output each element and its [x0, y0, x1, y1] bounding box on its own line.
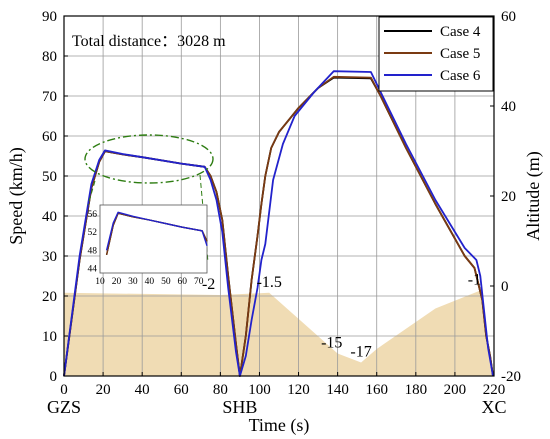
y2-axis-ticks: -20 0 20 40 60: [490, 9, 521, 385]
station-label: GZS: [47, 397, 81, 417]
y2-tick-label: 20: [501, 189, 516, 205]
legend: Case 4 Case 5 Case 6: [378, 16, 494, 92]
legend-label: Case 5: [440, 46, 480, 62]
inset-y-ticks: 44 48 52 56: [88, 210, 98, 274]
x-axis-title: Time (s): [249, 415, 310, 436]
y2-tick-label: 60: [501, 9, 516, 25]
legend-label: Case 6: [440, 68, 481, 84]
inset-x-tick-label: 30: [128, 277, 138, 287]
inset-x-tick-label: 20: [112, 277, 122, 287]
legend-label: Case 4: [440, 24, 481, 40]
altitude-label: -1: [468, 272, 481, 289]
x-tick-label: 80: [213, 382, 228, 398]
inset-frame: [99, 204, 208, 274]
altitude-label: -17: [350, 344, 371, 361]
x-tick-label: 40: [135, 382, 150, 398]
y-axis-ticks: 0 10 20 30 40 50 60 70 80 90: [42, 9, 68, 385]
y2-axis-title: Altitude (m): [523, 151, 544, 240]
inset-y-tick-label: 44: [88, 264, 98, 274]
altitude-label: -2: [202, 276, 215, 293]
y-tick-label: 60: [42, 129, 57, 145]
inset-x-ticks: 10 20 30 40 50 60 70: [95, 277, 204, 287]
x-tick-label: 160: [365, 382, 388, 398]
inset-y-tick-label: 48: [88, 246, 98, 256]
x-axis-ticks: 0 20 40 60 80 100 120 140 160 180 200 220: [60, 372, 505, 398]
zoom-connector-left: [87, 180, 96, 206]
altitude-area: [64, 290, 494, 376]
y-tick-label: 0: [50, 369, 58, 385]
inset-x-tick-label: 40: [145, 277, 155, 287]
y2-tick-label: 40: [501, 99, 516, 115]
x-tick-label: 100: [248, 382, 271, 398]
x-tick-label: 20: [96, 382, 111, 398]
station-label: XC: [481, 397, 506, 417]
series-line-case-6: [63, 70, 494, 377]
y-tick-label: 50: [42, 169, 57, 185]
series-lines: [63, 70, 494, 377]
altitude-label: -15: [321, 335, 342, 352]
altitude-labels: -2 -1.5 -15 -17 -1: [202, 272, 481, 361]
y-tick-label: 40: [42, 209, 57, 225]
x-tick-label: 200: [444, 382, 467, 398]
y2-tick-label: -20: [501, 369, 521, 385]
altitude-label: -1.5: [257, 274, 282, 291]
inset-x-tick-label: 70: [194, 277, 204, 287]
total-distance-annotation: Total distance：3028 m: [72, 33, 226, 50]
inset-y-tick-label: 56: [88, 210, 98, 220]
x-tick-label: 180: [405, 382, 428, 398]
x-tick-label: 120: [287, 382, 310, 398]
zoom-inset: 10 20 30 40 50 60 70 44 48 52 56: [88, 204, 208, 287]
y-tick-label: 90: [42, 9, 57, 25]
x-tick-label: 220: [483, 382, 506, 398]
inset-x-tick-label: 10: [95, 277, 105, 287]
y2-tick-label: 0: [501, 279, 509, 295]
zoom-ellipse: [84, 134, 214, 184]
y-tick-label: 10: [42, 329, 57, 345]
station-label: SHB: [222, 397, 257, 417]
y-tick-label: 30: [42, 249, 57, 265]
x-tick-label: 0: [60, 382, 68, 398]
inset-x-tick-label: 60: [178, 277, 188, 287]
inset-x-tick-label: 50: [161, 277, 171, 287]
y-tick-label: 80: [42, 49, 57, 65]
x-tick-label: 60: [174, 382, 189, 398]
y-tick-label: 20: [42, 289, 57, 305]
y-axis-title: Speed (km/h): [6, 147, 27, 244]
y-tick-label: 70: [42, 89, 57, 105]
station-labels: GZS SHB XC: [47, 397, 507, 417]
x-tick-label: 140: [326, 382, 349, 398]
inset-y-tick-label: 52: [88, 228, 98, 238]
inset-line-case-6: [105, 211, 208, 251]
